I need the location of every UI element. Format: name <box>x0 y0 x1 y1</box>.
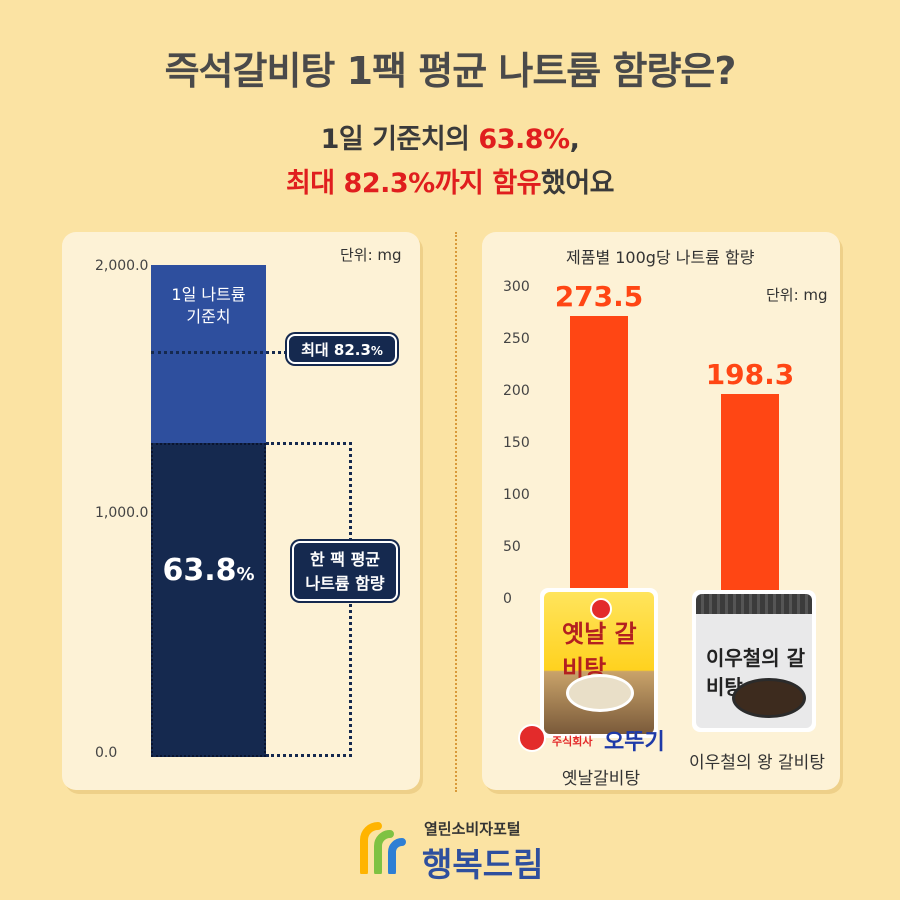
product-pack-2: 이우철의 갈비탕 <box>696 594 812 728</box>
right-tick: 100 <box>503 487 530 503</box>
max-pill-suffix: % <box>370 344 383 358</box>
right-tick: 50 <box>503 539 521 555</box>
average-pill: 한 팩 평균 나트륨 함량 <box>292 541 398 601</box>
average-pill-line1: 한 팩 평균 <box>309 550 381 569</box>
pack-lid <box>696 594 812 614</box>
subtitle-line2-contain: 함유 <box>492 168 541 199</box>
panel-divider <box>455 232 457 792</box>
right-tick: 250 <box>503 331 530 347</box>
pack1-text: 옛날 갈비탕 <box>562 620 637 683</box>
pack2-text: 이우철의 갈비탕 <box>706 646 805 699</box>
product-image-2: 이우철의 갈비탕 <box>692 590 816 732</box>
product-bar-1 <box>570 315 628 600</box>
soup-bowl-icon <box>732 678 806 718</box>
page-subtitle: 1일 기준치의 63.8%, 최대 82.3%까지 함유했어요 <box>0 118 900 206</box>
otoki-logo-icon <box>518 724 546 752</box>
daily-standard-label-line1: 1일 나트륨 <box>171 285 246 304</box>
right-tick: 0 <box>503 591 512 607</box>
product-name-2: 이우철의 왕 갈비탕 <box>689 753 825 773</box>
product-bar-2 <box>721 393 779 600</box>
otoki-brand: 주식회사 오뚜기 <box>518 724 668 755</box>
subtitle-line1-post: , <box>569 124 580 155</box>
daily-standard-label-line2: 기준치 <box>186 307 231 326</box>
left-tick-2000: 2,000.0 <box>95 258 149 274</box>
otoki-pack-logo-icon <box>590 598 612 620</box>
product-pack-1: 옛날 갈비탕 <box>544 592 654 734</box>
footer-org-line: 열린소비자포털 <box>424 820 521 838</box>
product-image-1: 옛날 갈비탕 <box>540 588 658 738</box>
average-pct-value: 63.8 <box>162 553 237 588</box>
right-tick: 150 <box>503 435 530 451</box>
product-name-1: 옛날갈비탕 <box>561 769 641 789</box>
right-tick: 200 <box>503 383 530 399</box>
left-unit-label: 단위: mg <box>340 246 402 264</box>
right-chart-title: 제품별 100g당 나트륨 함량 <box>566 248 755 267</box>
right-unit-label: 단위: mg <box>766 286 828 304</box>
average-pct-label: 63.8% <box>151 553 266 588</box>
footer-org-name: 행복드림 <box>422 845 544 884</box>
daily-standard-label: 1일 나트륨 기준치 <box>151 284 266 328</box>
product-value-label-1: 273.5 <box>554 279 644 313</box>
left-tick-1000: 1,000.0 <box>95 505 149 521</box>
max-dotted-line <box>151 351 287 355</box>
otoki-company: 주식회사 <box>552 735 593 748</box>
max-pill: 최대 82.3% <box>287 334 397 364</box>
average-pct-suffix: % <box>236 564 255 585</box>
left-tick-0: 0.0 <box>95 745 118 761</box>
max-pill-main: 최대 82.3 <box>301 341 371 359</box>
otoki-name: 오뚜기 <box>604 730 665 755</box>
subtitle-line1-pct: 63.8% <box>478 124 570 155</box>
right-tick: 300 <box>503 279 530 295</box>
average-pill-line2: 나트륨 함량 <box>305 574 385 593</box>
subtitle-line2-post: 했어요 <box>541 168 615 199</box>
subtitle-line2-max: 최대 82.3%까지 <box>285 168 493 199</box>
soup-bowl-icon <box>566 674 634 712</box>
subtitle-line1-pre: 1일 기준치의 <box>320 124 479 155</box>
page-title: 즉석갈비탕 1팩 평균 나트륨 함량은? <box>164 49 737 93</box>
average-sodium-bar <box>151 443 266 757</box>
happydream-logo-icon <box>360 822 406 874</box>
product-value-label-2: 198.3 <box>705 357 795 391</box>
